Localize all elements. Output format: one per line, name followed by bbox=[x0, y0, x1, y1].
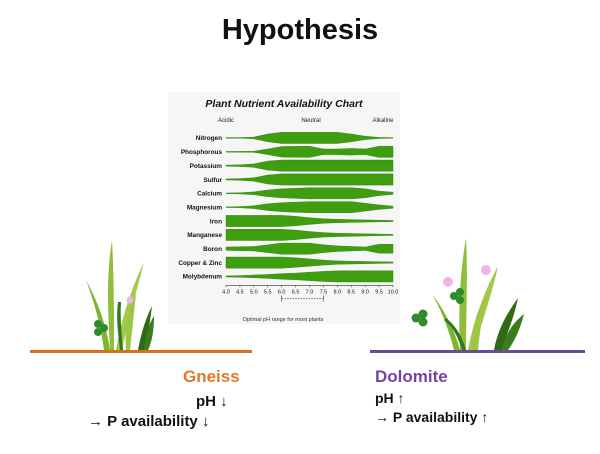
plant-right-illustration bbox=[411, 238, 524, 350]
x-tick-label: 10.0 bbox=[388, 289, 399, 295]
nutrient-label: Iron bbox=[210, 218, 222, 225]
x-tick-label: 8.5 bbox=[347, 289, 355, 295]
nutrient-labels: Nitrogen Phosphorous Potassium Sulfur Calciu… bbox=[178, 135, 222, 281]
nutrient-label: Copper & Zinc bbox=[178, 260, 222, 267]
nutrient-label: Molybdenum bbox=[183, 274, 223, 281]
nutrient-label: Magnesium bbox=[187, 204, 222, 211]
nutrient-availability-chart: Plant Nutrient Availability Chart Acidic… bbox=[168, 92, 400, 324]
nutrient-band bbox=[225, 159, 394, 172]
gneiss-ph-text: pH ↓ bbox=[196, 393, 228, 410]
chart-svg: Plant Nutrient Availability Chart Acidic… bbox=[168, 92, 400, 324]
x-tick-label: 7.5 bbox=[320, 289, 328, 295]
nutrient-band bbox=[225, 242, 394, 255]
chart-title: Plant Nutrient Availability Chart bbox=[205, 98, 363, 110]
x-tick-label: 8.0 bbox=[334, 289, 342, 295]
x-tick-label: 4.5 bbox=[236, 289, 244, 295]
ph-axis: 4.0 4.5 5.0 5.5 6.0 6.5 7.0 7.5 8.0 8.5 9.0 9.5 10.0 bbox=[222, 285, 399, 302]
nutrient-band bbox=[225, 270, 394, 283]
nutrient-label: Calcium bbox=[197, 191, 222, 198]
plant-left-illustration bbox=[86, 240, 154, 350]
x-tick-label: 9.5 bbox=[375, 289, 383, 295]
x-tick-label: 9.0 bbox=[361, 289, 369, 295]
nutrient-band bbox=[225, 145, 394, 158]
x-tick-label: 7.0 bbox=[306, 289, 314, 295]
x-tick-label: 4.0 bbox=[222, 289, 230, 295]
nutrient-label: Phosphorous bbox=[181, 149, 223, 156]
nutrient-label: Nitrogen bbox=[196, 135, 222, 142]
gneiss-label: Gneiss bbox=[183, 367, 240, 386]
nutrient-band bbox=[225, 132, 394, 144]
slide-title: Hypothesis bbox=[221, 14, 379, 46]
neutral-label: Neutral bbox=[301, 118, 320, 124]
nutrient-band bbox=[225, 201, 394, 213]
nutrient-band bbox=[225, 215, 394, 227]
acidic-label: Acidic bbox=[218, 118, 234, 124]
alkaline-label: Alkaline bbox=[372, 118, 394, 124]
nutrient-band bbox=[225, 229, 394, 241]
optimal-range-label: Optimal pH range for most plants bbox=[243, 317, 324, 323]
chart-bands bbox=[225, 132, 394, 283]
nutrient-band bbox=[225, 187, 394, 200]
nutrient-band bbox=[225, 173, 394, 186]
x-tick-label: 5.5 bbox=[264, 289, 272, 295]
x-tick-label: 6.5 bbox=[292, 289, 300, 295]
dolomite-ph-text: pH ↑ bbox=[375, 390, 405, 406]
dolomite-label: Dolomite bbox=[375, 367, 448, 386]
gneiss-p-availability-text: → P availability ↓ bbox=[88, 413, 210, 430]
nutrient-label: Potassium bbox=[190, 163, 223, 170]
nutrient-label: Boron bbox=[203, 246, 222, 253]
ground-line-right bbox=[370, 350, 585, 353]
nutrient-label: Sulfur bbox=[204, 177, 223, 184]
nutrient-label: Manganese bbox=[187, 232, 222, 239]
dolomite-p-availability-text: → P availability ↑ bbox=[375, 409, 489, 425]
ground-line-left bbox=[30, 350, 252, 353]
nutrient-band bbox=[225, 256, 394, 269]
x-tick-label: 5.0 bbox=[250, 289, 258, 295]
x-tick-label: 6.0 bbox=[278, 289, 286, 295]
